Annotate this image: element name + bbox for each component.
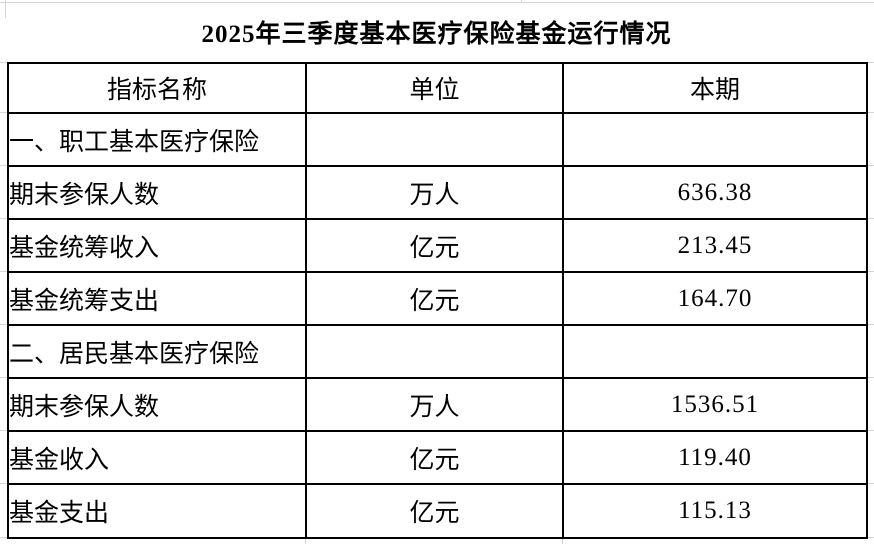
gridline-left-row <box>0 430 8 431</box>
cell-value: 213.45 <box>562 218 868 273</box>
column-header-period: 本期 <box>562 62 868 114</box>
gridline-right-row <box>865 62 874 63</box>
table-row: 期末参保人数 万人 1536.51 <box>7 377 868 432</box>
gridline-top-horizontal <box>0 2 874 3</box>
gridline-left-row <box>0 483 8 484</box>
cell-value <box>562 324 868 379</box>
cell-value: 115.13 <box>562 483 868 539</box>
gridline-right-row <box>865 112 874 113</box>
table-row: 基金统筹支出 亿元 164.70 <box>7 271 868 326</box>
cell-unit: 万人 <box>305 377 564 432</box>
cell-unit: 亿元 <box>305 271 564 326</box>
table-row: 基金统筹收入 亿元 213.45 <box>7 218 868 273</box>
gridline-bottom-col2-vertical <box>562 537 563 544</box>
gridline-left-row <box>0 324 8 325</box>
cell-unit: 亿元 <box>305 483 564 539</box>
cell-value: 636.38 <box>562 165 868 220</box>
gridline-left-row <box>0 377 8 378</box>
cell-indicator: 期末参保人数 <box>7 165 307 220</box>
gridline-left-row <box>0 62 8 63</box>
column-header-unit: 单位 <box>305 62 564 114</box>
cell-unit: 万人 <box>305 165 564 220</box>
gridline-right-row <box>865 377 874 378</box>
header-row: 指标名称 单位 本期 <box>7 62 868 114</box>
cell-value: 119.40 <box>562 430 868 485</box>
gridline-left-row <box>0 218 8 219</box>
cell-unit: 亿元 <box>305 218 564 273</box>
gridline-right-row <box>865 537 874 538</box>
cell-unit <box>305 324 564 379</box>
cell-indicator: 一、职工基本医疗保险 <box>7 112 307 167</box>
gridline-bottom-col1-vertical <box>305 537 306 544</box>
cell-unit <box>305 112 564 167</box>
gridline-left-row <box>0 271 8 272</box>
gridline-left-row <box>0 112 8 113</box>
gridline-right-row <box>865 271 874 272</box>
section-row-resident: 二、居民基本医疗保险 <box>7 324 868 379</box>
gridline-right-row <box>865 218 874 219</box>
gridline-right-row <box>865 324 874 325</box>
column-header-indicator: 指标名称 <box>7 62 307 114</box>
page-title: 2025年三季度基本医疗保险基金运行情况 <box>201 21 672 48</box>
table-row: 期末参保人数 万人 636.38 <box>7 165 868 220</box>
table-row: 基金支出 亿元 115.13 <box>7 483 868 539</box>
cell-indicator: 基金统筹支出 <box>7 271 307 326</box>
cell-indicator: 期末参保人数 <box>7 377 307 432</box>
gridline-right-row <box>865 165 874 166</box>
cell-indicator: 基金收入 <box>7 430 307 485</box>
section-row-employee: 一、职工基本医疗保险 <box>7 112 868 167</box>
medical-insurance-fund-table: 指标名称 单位 本期 一、职工基本医疗保险 期末参保人数 万人 636.38 基… <box>7 62 868 539</box>
gridline-right-row <box>865 483 874 484</box>
cell-indicator: 二、居民基本医疗保险 <box>7 324 307 379</box>
gridline-top-left-vertical <box>5 0 6 18</box>
cell-value <box>562 112 868 167</box>
gridline-left-row <box>0 537 8 538</box>
cell-unit: 亿元 <box>305 430 564 485</box>
cell-value: 1536.51 <box>562 377 868 432</box>
gridline-top-middle-vertical <box>521 0 522 3</box>
table-row: 基金收入 亿元 119.40 <box>7 430 868 485</box>
cell-value: 164.70 <box>562 271 868 326</box>
gridline-left-row <box>0 165 8 166</box>
gridline-right-row <box>865 430 874 431</box>
cell-indicator: 基金统筹收入 <box>7 218 307 273</box>
cell-indicator: 基金支出 <box>7 483 307 539</box>
